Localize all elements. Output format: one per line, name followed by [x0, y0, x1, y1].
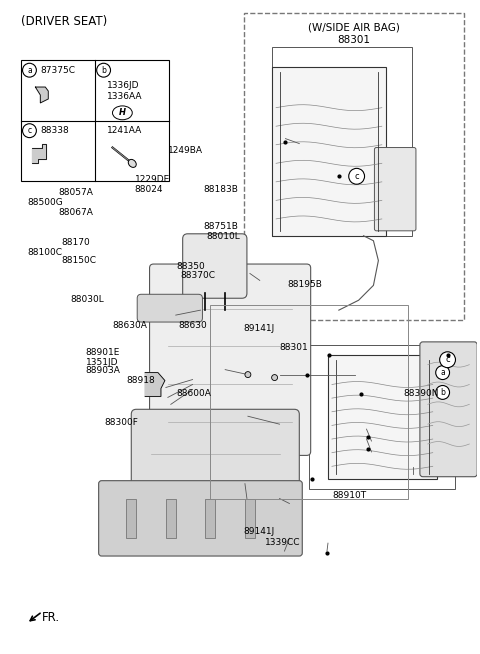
Text: 1229DE: 1229DE [135, 175, 170, 184]
Text: 1351JD: 1351JD [86, 358, 118, 366]
Circle shape [23, 63, 36, 77]
Bar [328, 354, 437, 479]
Text: (DRIVER SEAT): (DRIVER SEAT) [21, 14, 107, 27]
Text: 88630A: 88630A [112, 321, 147, 330]
Text: 88910T: 88910T [333, 491, 367, 500]
Polygon shape [33, 144, 46, 164]
Text: a: a [27, 65, 32, 75]
Bar [210, 305, 408, 498]
Circle shape [440, 352, 456, 368]
Text: c: c [354, 172, 359, 181]
Text: 88370C: 88370C [180, 271, 216, 280]
Text: 1241AA: 1241AA [107, 126, 142, 135]
FancyBboxPatch shape [99, 481, 302, 556]
Text: 88350: 88350 [176, 262, 204, 271]
Bar [126, 498, 136, 538]
Text: 88901E: 88901E [86, 349, 120, 358]
Text: 88390N: 88390N [404, 388, 439, 398]
Bar [21, 60, 169, 181]
Polygon shape [145, 373, 165, 396]
Text: 88067A: 88067A [59, 208, 94, 216]
Circle shape [349, 168, 364, 184]
Text: 88024: 88024 [135, 185, 163, 194]
Text: 88500G: 88500G [27, 198, 63, 207]
Text: 1336AA: 1336AA [107, 92, 142, 101]
Text: 88600A: 88600A [176, 389, 211, 398]
Bar [244, 12, 464, 320]
FancyBboxPatch shape [183, 233, 247, 298]
Text: b: b [440, 388, 445, 397]
FancyBboxPatch shape [374, 148, 416, 231]
Text: 88751B: 88751B [203, 222, 238, 231]
Polygon shape [36, 87, 48, 103]
Bar [245, 498, 255, 538]
Circle shape [436, 385, 450, 400]
Text: (W/SIDE AIR BAG): (W/SIDE AIR BAG) [308, 23, 400, 33]
Text: 88918: 88918 [126, 375, 155, 385]
Text: a: a [440, 368, 445, 377]
Bar [166, 498, 176, 538]
Text: 89141J: 89141J [244, 324, 275, 333]
Text: 1249BA: 1249BA [168, 146, 203, 155]
Text: 1339CC: 1339CC [265, 538, 300, 547]
Text: 88100C: 88100C [27, 248, 62, 257]
Text: 88903A: 88903A [86, 366, 120, 375]
Text: 88301: 88301 [279, 343, 308, 353]
Text: c: c [445, 355, 450, 364]
FancyBboxPatch shape [420, 342, 477, 477]
Bar [272, 67, 386, 236]
Text: 88300F: 88300F [104, 419, 138, 428]
Text: 87375C: 87375C [40, 65, 75, 75]
Text: 88170: 88170 [61, 238, 90, 247]
Text: FR.: FR. [42, 611, 60, 624]
Text: 88057A: 88057A [59, 188, 94, 197]
Circle shape [96, 63, 110, 77]
Bar [205, 498, 216, 538]
Text: 89141J: 89141J [244, 526, 275, 536]
Ellipse shape [128, 160, 136, 167]
Circle shape [272, 375, 277, 381]
Text: 88338: 88338 [40, 126, 69, 135]
Text: 88195B: 88195B [288, 281, 322, 289]
Text: 88301: 88301 [337, 35, 371, 44]
Circle shape [245, 371, 251, 377]
Ellipse shape [112, 106, 132, 120]
Text: 88010L: 88010L [207, 232, 240, 241]
Text: 88150C: 88150C [61, 256, 96, 266]
Text: H: H [119, 109, 126, 117]
Bar [272, 47, 412, 236]
Text: b: b [101, 65, 106, 75]
Bar [309, 345, 456, 489]
FancyBboxPatch shape [137, 294, 203, 322]
Text: 88630: 88630 [179, 321, 207, 330]
Circle shape [23, 124, 36, 137]
Text: 88183B: 88183B [203, 185, 238, 194]
Text: 1336JD: 1336JD [107, 80, 139, 90]
Circle shape [436, 366, 450, 379]
Text: 88030L: 88030L [71, 294, 104, 303]
FancyBboxPatch shape [150, 264, 311, 455]
FancyBboxPatch shape [131, 409, 300, 498]
Text: c: c [27, 126, 32, 135]
